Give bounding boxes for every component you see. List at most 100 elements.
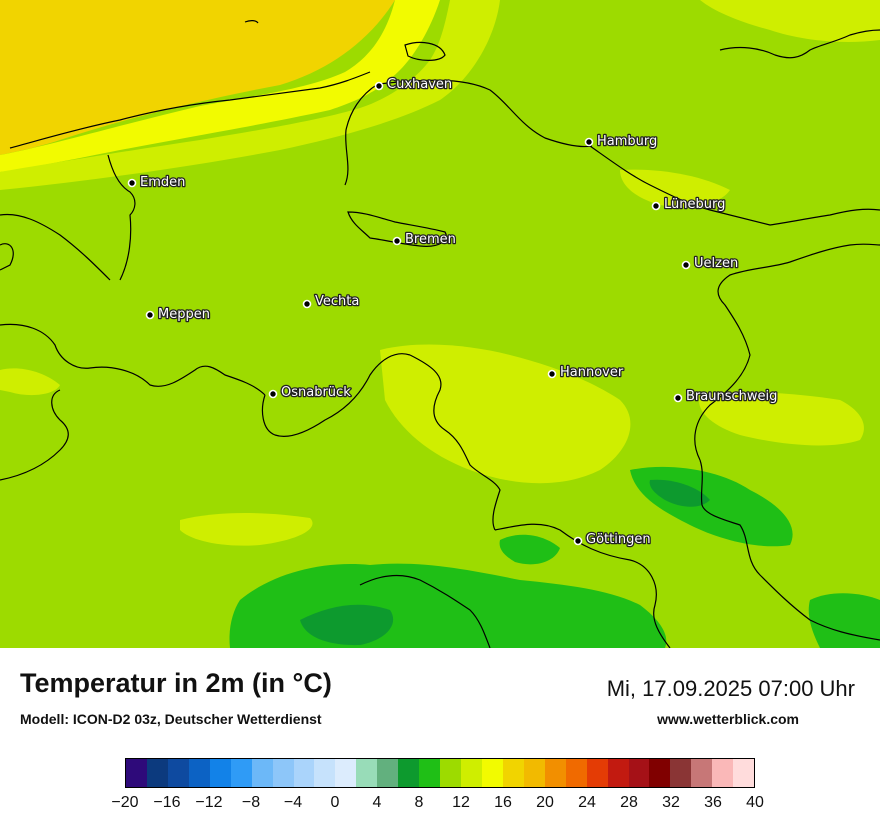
colorbar-swatch: [398, 759, 420, 787]
colorbar-swatch: [272, 759, 294, 787]
colorbar-swatch: [419, 759, 441, 787]
border-elbe-east: [589, 145, 880, 226]
colorbar-swatch: [209, 759, 231, 787]
city-dot: [145, 310, 155, 320]
colorbar-tick-label: 0: [330, 794, 340, 811]
border-nds-nrw-1: [261, 353, 411, 437]
border-nds-hessen: [494, 523, 671, 648]
colorbar-tick-label: −20: [111, 794, 139, 811]
colorbar-swatch: [481, 759, 503, 787]
elbe-estuary: [377, 79, 593, 148]
colorbar-swatch: [607, 759, 629, 787]
city-label: Bremen: [405, 232, 456, 247]
city-markers: Cuxhaven Hamburg Emden Lüneburg Bremen U…: [127, 76, 779, 548]
coastal-band-16: [0, 0, 440, 172]
colorbar-tick-label: 4: [372, 794, 382, 811]
border-nl-south: [0, 323, 266, 396]
patch-lueneburg-14: [620, 169, 730, 207]
city-label: Hannover: [560, 365, 624, 380]
city-emden: Emden: [127, 174, 187, 191]
coastline-weser: [344, 83, 379, 186]
city-dot: [584, 137, 594, 147]
city-cuxhaven: Cuxhaven: [374, 76, 453, 93]
colorbar-tick-label: 20: [536, 794, 554, 811]
website-link[interactable]: www.wetterblick.com: [657, 711, 799, 727]
colorbar-swatch: [188, 759, 210, 787]
border-nl-north: [0, 213, 111, 281]
colorbar-tick-label: 32: [662, 794, 680, 811]
colorbar-ticks: −20 −16 −12 −8 −4 0 4 8 12 16 20 24 28 32 36 40: [111, 794, 763, 816]
colorbar-swatch: [544, 759, 566, 787]
colorbar-tick-label: 12: [452, 794, 470, 811]
colorbar-swatch: [461, 759, 482, 787]
city-dot: [392, 236, 402, 246]
city-label: Meppen: [158, 307, 210, 322]
patch-hannover-14: [380, 344, 631, 484]
city-dot: [302, 299, 312, 309]
colorbar-swatch: [628, 759, 650, 787]
border-west-south: [0, 389, 69, 481]
colorbar-swatch: [335, 759, 357, 787]
map-footer: Temperatur in 2m (in °C) Modell: ICON-D2…: [0, 648, 880, 830]
city-label: Braunschweig: [686, 389, 777, 404]
city-hannover: Hannover: [547, 364, 625, 381]
city-label: Hamburg: [597, 134, 657, 149]
city-label: Lüneburg: [664, 197, 725, 212]
bremen-state: [347, 211, 447, 247]
colorbar-swatch: [691, 759, 713, 787]
colorbar-tick-label: 40: [746, 794, 764, 811]
patch-solling-10: [499, 534, 560, 565]
colorbar-tick-label: 8: [414, 794, 424, 811]
city-label: Osnabrück: [281, 385, 351, 400]
city-dot: [268, 389, 278, 399]
colorbar-tick-label: 36: [704, 794, 722, 811]
city-label: Vechta: [315, 294, 359, 309]
city-braunschweig: Braunschweig: [673, 388, 779, 405]
colorbar-swatch: [167, 759, 189, 787]
colorbar-tick-label: 28: [620, 794, 638, 811]
city-label: Uelzen: [694, 256, 738, 271]
sea-warm-area: [0, 0, 395, 155]
city-dot: [127, 178, 137, 188]
colorbar-swatch: [293, 759, 315, 787]
colorbar-tick-label: 24: [578, 794, 596, 811]
colorbar-swatch: [230, 759, 252, 787]
city-dot: [681, 260, 691, 270]
island-neuwerk: [404, 41, 446, 61]
colorbar-swatch: [523, 759, 545, 787]
city-goettingen: Göttingen: [573, 531, 652, 548]
model-info: Modell: ICON-D2 03z, Deutscher Wetterdie…: [20, 711, 322, 727]
border-nds-nrw-2: [409, 354, 501, 531]
island-east-frisian: [244, 20, 259, 24]
patch-south-hills-8: [300, 604, 394, 646]
colorbar-tick-label: −4: [283, 794, 303, 811]
city-dot: [573, 536, 583, 546]
city-dot: [673, 393, 683, 403]
forecast-datetime: Mi, 17.09.2025 07:00 Uhr: [606, 676, 855, 701]
colorbar-swatch: [314, 759, 336, 787]
city-hamburg: Hamburg: [584, 133, 659, 150]
temperature-map: Cuxhaven Hamburg Emden Lüneburg Bremen U…: [0, 0, 880, 648]
colorbar-swatch: [649, 759, 671, 787]
border-saxony-anhalt-south: [699, 459, 880, 641]
patch-harz-8: [649, 479, 710, 507]
patch-south-14: [180, 513, 313, 546]
border-nds-sachsen-anhalt: [694, 243, 880, 461]
city-vechta: Vechta: [302, 293, 361, 310]
city-label: Cuxhaven: [387, 77, 452, 92]
city-osnabrueck: Osnabrück: [268, 384, 352, 401]
colorbar-swatch: [586, 759, 608, 787]
colorbar-swatch: [565, 759, 587, 787]
borders: [0, 20, 880, 648]
northeast-band-14: [700, 0, 880, 42]
colorbar-swatch: [377, 759, 399, 787]
colorbar-tick-label: −16: [153, 794, 181, 811]
colorbar-swatch: [733, 759, 755, 787]
colorbar-tick-label: −8: [241, 794, 261, 811]
border-southwest: [359, 574, 491, 648]
patch-east-14: [699, 392, 864, 446]
coastline-northeast: [719, 29, 880, 59]
city-dot: [374, 81, 384, 91]
colorbar-swatch: [126, 759, 147, 787]
colorbar-swatch: [146, 759, 168, 787]
